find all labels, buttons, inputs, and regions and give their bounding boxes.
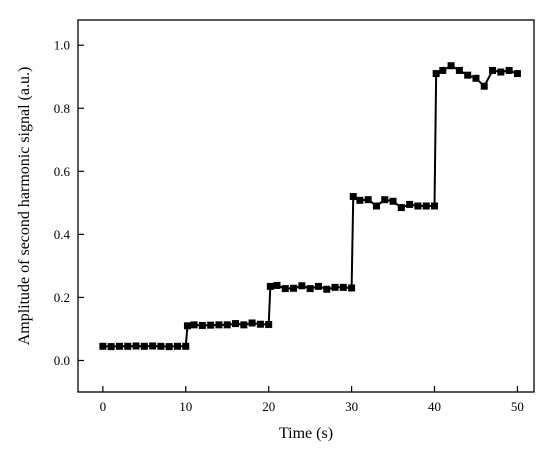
data-point [149,342,157,350]
y-tick-label: 0.6 [54,164,71,179]
data-point [183,322,191,330]
data-point [389,197,397,205]
data-point [323,285,331,293]
data-point [298,282,306,290]
x-axis: 0 10 20 30 40 50 [100,386,524,414]
x-tick-label: 0 [100,399,107,414]
data-point [132,342,140,350]
data-point [281,285,289,293]
data-point [372,202,380,210]
series-markers [99,62,521,351]
data-point [348,284,356,292]
y-tick-label: 0.4 [54,227,71,242]
data-point [99,342,107,350]
data-point [356,196,364,204]
data-point [266,282,274,290]
data-point [198,321,206,329]
x-tick-label: 10 [179,399,192,414]
data-point [265,321,273,329]
y-axis: 0.0 0.2 0.4 0.6 0.8 1.0 [54,38,84,368]
data-point [339,283,347,291]
data-point [182,342,190,350]
x-axis-title: Time (s) [279,425,333,442]
data-point [455,66,463,74]
data-point [248,319,256,327]
y-tick-label: 0.0 [54,353,70,368]
data-point [306,285,314,293]
data-point [439,66,447,74]
x-tick-label: 40 [428,399,441,414]
data-point [472,74,480,82]
data-point [513,70,521,78]
data-point [190,321,198,329]
data-point [232,320,240,328]
y-axis-title: Amplitude of second harmonic signal (a.u… [16,67,33,346]
data-point [223,321,231,329]
data-point [406,200,414,208]
data-point [124,342,132,350]
data-point [505,66,513,74]
data-point [256,320,264,328]
data-point [314,282,322,290]
data-point [157,342,165,350]
data-point [447,62,455,70]
data-point [422,202,430,210]
data-point [290,284,298,292]
data-point [489,66,497,74]
data-point [480,82,488,90]
data-point [165,343,173,351]
data-point [240,321,248,329]
x-tick-label: 50 [511,399,524,414]
data-point [273,281,281,289]
data-point [207,321,215,329]
data-point [397,204,405,212]
data-point [464,71,472,79]
data-point [364,196,372,204]
data-point [140,342,148,350]
data-point [215,321,223,329]
plot-frame [77,19,535,393]
y-tick-label: 0.2 [54,290,70,305]
x-tick-label: 20 [262,399,275,414]
y-tick-label: 0.8 [54,101,70,116]
data-point [115,342,123,350]
data-point [381,196,389,204]
data-point [414,202,422,210]
y-tick-label: 1.0 [54,38,70,53]
data-point [173,342,181,350]
data-point [349,193,357,201]
data-point [107,343,115,351]
data-point [331,283,339,291]
data-point [497,68,505,76]
series-line [102,64,518,348]
x-tick-label: 30 [345,399,358,414]
data-point [432,70,440,78]
data-point [431,202,439,210]
